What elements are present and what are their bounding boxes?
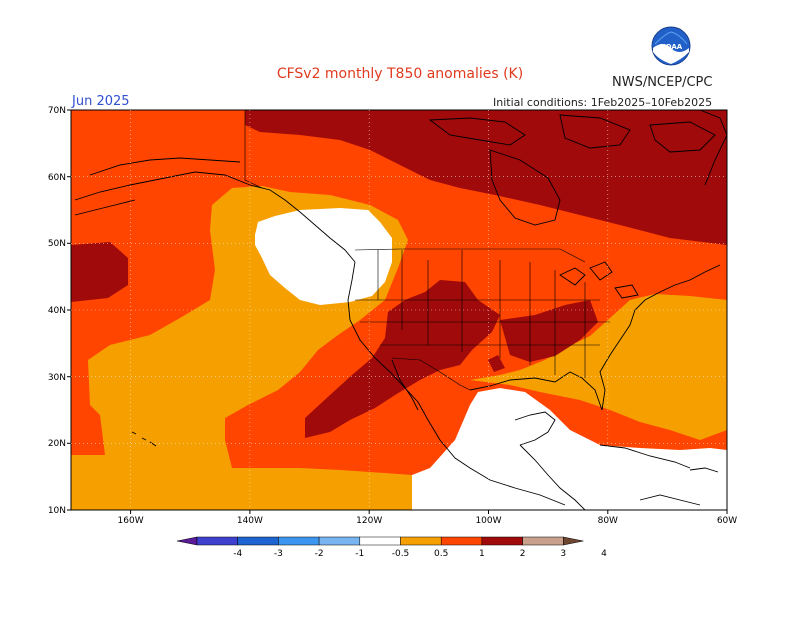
- lat-label: 50N: [48, 239, 66, 249]
- color-legend: -4 -3 -2 -1 -0.5 0.5 1 2 3 4: [176, 536, 607, 559]
- initial-conditions: Initial conditions: 1Feb2025–10Feb2025: [493, 96, 713, 109]
- legend-swatch: [318, 536, 361, 546]
- legend-swatch: [196, 536, 238, 546]
- lon-label: 80W: [598, 516, 618, 526]
- lon-label: 160W: [118, 516, 144, 526]
- legend-swatch: [400, 536, 442, 546]
- legend-tick-label: -4: [233, 549, 242, 559]
- legend-tick-label: -3: [274, 549, 283, 559]
- lon-label: 100W: [475, 516, 501, 526]
- legend-swatch: [278, 536, 320, 546]
- lat-label: 20N: [48, 439, 66, 449]
- legend-swatch: [440, 536, 483, 546]
- lon-label: 140W: [237, 516, 263, 526]
- field-2-to-3-central: [500, 300, 598, 362]
- field-2-to-3-mexico: [488, 355, 505, 372]
- lat-label: 70N: [48, 106, 66, 116]
- legend-tick-label: -1: [355, 549, 364, 559]
- legend-tick-label: 2: [520, 549, 526, 559]
- legend-swatch: [481, 536, 523, 546]
- lat-label: 40N: [48, 306, 66, 316]
- forecast-month: Jun 2025: [72, 94, 130, 109]
- legend-tick-label: 0.5: [434, 549, 448, 559]
- graticule: [71, 110, 727, 510]
- field-white-nw: [255, 208, 392, 305]
- legend-arrow-low: [176, 536, 198, 546]
- logo-text: NOAA: [660, 43, 683, 51]
- lon-label: 60W: [717, 516, 737, 526]
- field-orange-atlantic: [470, 294, 727, 440]
- legend-tick-label: 3: [560, 549, 566, 559]
- legend-tick-label: 1: [479, 549, 485, 559]
- legend-swatch: [522, 536, 564, 546]
- legend-swatch: [359, 536, 401, 546]
- field-white-tropics: [412, 388, 727, 510]
- legend-tick-label: 4: [601, 549, 607, 559]
- lat-label: 60N: [48, 173, 66, 183]
- legend-tick-label: -0.5: [392, 549, 410, 559]
- agency-label: NWS/NCEP/CPC: [612, 75, 713, 90]
- political-borders: [244, 110, 610, 391]
- legend-swatch: [237, 536, 279, 546]
- field-2-to-3-north: [245, 110, 727, 245]
- map-title: CFSv2 monthly T850 anomalies (K): [276, 66, 524, 82]
- coastlines: [74, 110, 727, 510]
- lat-label: 10N: [48, 506, 66, 516]
- lon-label: 120W: [356, 516, 382, 526]
- legend-arrow-high: [563, 536, 584, 546]
- legend-tick-label: -2: [315, 549, 324, 559]
- noaa-logo-icon: NOAA: [651, 26, 691, 66]
- field-2-to-3-westpacific: [71, 242, 128, 302]
- lat-label: 30N: [48, 373, 66, 383]
